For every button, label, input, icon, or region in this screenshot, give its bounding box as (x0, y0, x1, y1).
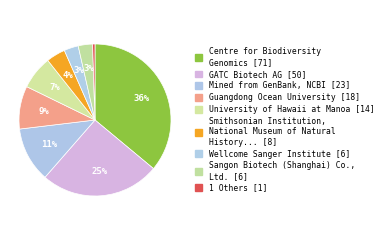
Wedge shape (93, 44, 95, 120)
Text: 7%: 7% (49, 83, 60, 92)
Text: 11%: 11% (41, 140, 57, 149)
Wedge shape (19, 87, 95, 129)
Text: 4%: 4% (63, 71, 74, 80)
Legend: Centre for Biodiversity
Genomics [71], GATC Biotech AG [50], Mined from GenBank,: Centre for Biodiversity Genomics [71], G… (194, 47, 375, 193)
Text: 3%: 3% (73, 66, 84, 75)
Wedge shape (27, 60, 95, 120)
Wedge shape (48, 50, 95, 120)
Text: 25%: 25% (91, 167, 107, 176)
Wedge shape (19, 120, 95, 177)
Text: 3%: 3% (83, 64, 94, 73)
Text: 36%: 36% (134, 94, 150, 102)
Text: 9%: 9% (39, 107, 49, 116)
Wedge shape (45, 120, 154, 196)
Wedge shape (95, 44, 171, 168)
Wedge shape (64, 46, 95, 120)
Wedge shape (78, 44, 95, 120)
